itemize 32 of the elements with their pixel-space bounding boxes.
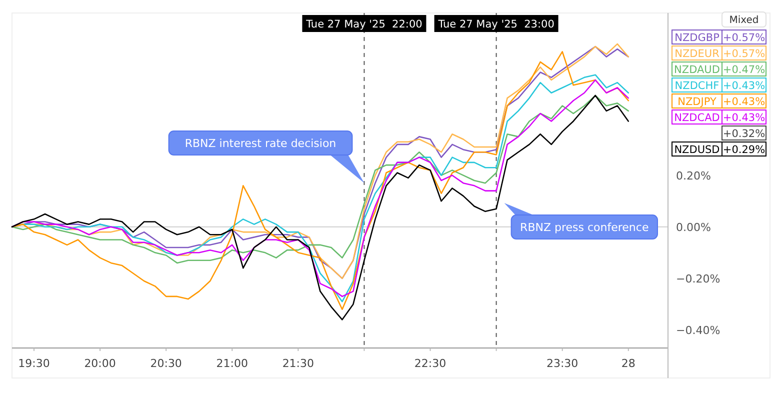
legend-label: NZDJPY xyxy=(678,96,717,108)
y-tick-label: 0.00% xyxy=(676,220,711,234)
x-tick-label: 22:30 xyxy=(414,357,446,370)
annotation: RBNZ press conference xyxy=(520,221,649,234)
text: +0.29% xyxy=(722,144,766,156)
text: +0.43% xyxy=(722,80,766,92)
x-tick-label: 20:30 xyxy=(150,357,182,370)
legend-label: NZDUSD xyxy=(674,144,720,156)
text: +0.47% xyxy=(722,64,766,76)
legend-label: NZDEUR xyxy=(674,48,720,60)
x-tick-label: 20:00 xyxy=(84,357,116,370)
x-tick-label: 28 xyxy=(621,357,636,370)
annotation: RBNZ interest rate decision xyxy=(184,137,336,150)
text: +0.57% xyxy=(722,32,766,44)
legend-label: NZDAUD xyxy=(674,64,720,76)
ref-line-label: Tue 27 May '25 23:00 xyxy=(437,18,554,30)
text: Mixed xyxy=(729,15,759,26)
legend-label: NZDCAD xyxy=(674,112,720,124)
text: +0.57% xyxy=(722,48,766,60)
y-tick-label: −0.40% xyxy=(676,324,720,337)
x-tick-label: 21:30 xyxy=(282,357,314,370)
x-tick-label: 23:30 xyxy=(546,357,578,370)
x-tick-label: 19:30 xyxy=(18,357,50,370)
ref-line-label: Tue 27 May '25 22:00 xyxy=(305,18,422,30)
text: +0.43% xyxy=(722,96,766,108)
text: +0.32% xyxy=(722,128,766,140)
y-tick-label: 0.20% xyxy=(676,169,711,182)
legend-label: NZDCHF xyxy=(674,80,720,92)
x-tick-label: 21:00 xyxy=(216,357,248,370)
y-tick-label: −0.20% xyxy=(676,272,720,286)
text: +0.43% xyxy=(722,112,766,124)
legend-label: NZDGBP xyxy=(674,32,720,44)
